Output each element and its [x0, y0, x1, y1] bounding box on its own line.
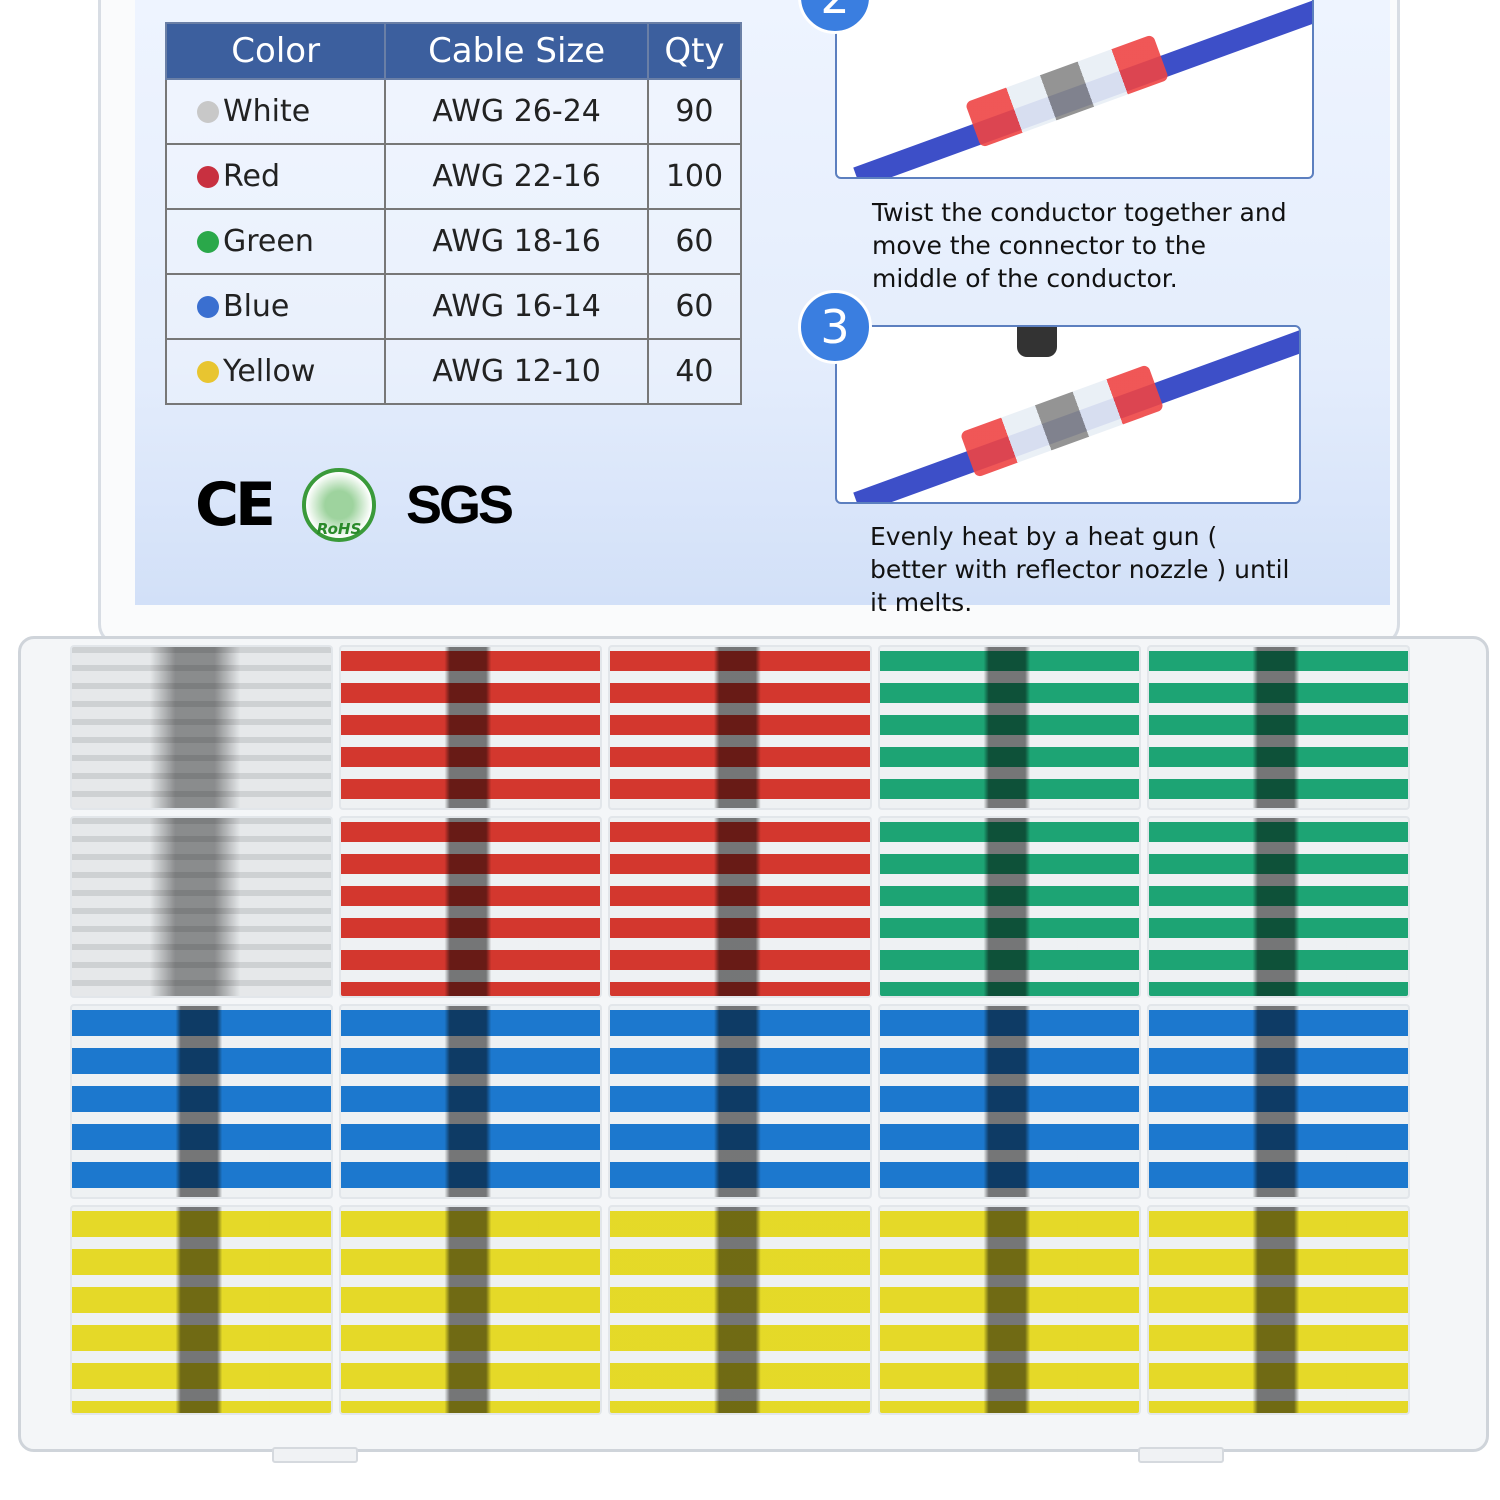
tray-compartments — [70, 645, 1410, 1415]
color-label: Blue — [223, 289, 290, 324]
qty-cell: 90 — [646, 78, 743, 145]
color-dot-icon — [197, 101, 219, 123]
qty-cell: 40 — [646, 338, 743, 405]
compartment — [877, 1205, 1141, 1415]
color-dot-icon — [197, 231, 219, 253]
compartment — [70, 816, 334, 998]
cable-size-cell: AWG 18-16 — [384, 208, 649, 275]
step-2-diagram — [835, 0, 1314, 179]
compartment — [339, 1205, 603, 1415]
compartment — [608, 1004, 872, 1199]
compartment — [339, 645, 603, 810]
sgs-logo: SGS — [406, 475, 514, 535]
compartment — [339, 816, 603, 998]
cable-size-cell: AWG 12-10 — [384, 338, 649, 405]
compartment — [339, 1004, 603, 1199]
qty-cell: 100 — [646, 143, 743, 210]
compartment — [70, 1205, 334, 1415]
table-row: Blue AWG 16-14 60 — [164, 273, 743, 340]
tray-latch-left — [272, 1447, 358, 1463]
certification-logos: CE RoHS SGS — [195, 468, 514, 542]
step-3-caption: Evenly heat by a heat gun ( better with … — [870, 522, 1290, 617]
header-color: Color — [164, 22, 387, 80]
heat-gun-icon — [1017, 327, 1057, 357]
compartment — [70, 1004, 334, 1199]
compartment — [877, 1004, 1141, 1199]
color-label: White — [223, 94, 311, 129]
table-header: Color Cable Size Qty — [164, 22, 743, 80]
color-cell: White — [164, 78, 387, 145]
color-cell: Yellow — [164, 338, 387, 405]
color-cell: Green — [164, 208, 387, 275]
cable-size-cell: AWG 26-24 — [384, 78, 649, 145]
rohs-logo: RoHS — [302, 468, 377, 542]
color-dot-icon — [197, 296, 219, 318]
color-cell: Red — [164, 143, 387, 210]
table-row: Yellow AWG 12-10 40 — [164, 338, 743, 405]
ce-logo: CE — [195, 470, 276, 540]
header-qty: Qty — [646, 22, 743, 80]
color-dot-icon — [197, 361, 219, 383]
color-dot-icon — [197, 166, 219, 188]
cable-size-cell: AWG 22-16 — [384, 143, 649, 210]
table-row: Green AWG 18-16 60 — [164, 208, 743, 275]
step-3-badge: 3 — [798, 290, 872, 364]
tray-latch-right — [1138, 1447, 1224, 1463]
connector — [964, 34, 1170, 148]
color-label: Yellow — [223, 354, 316, 389]
connector — [959, 364, 1165, 478]
compartment — [1146, 1205, 1410, 1415]
step-3-diagram — [835, 325, 1301, 504]
qty-cell: 60 — [646, 273, 743, 340]
compartment — [1146, 1004, 1410, 1199]
table-row: White AWG 26-24 90 — [164, 78, 743, 145]
spec-table: Color Cable Size Qty White AWG 26-24 90 Red… — [164, 22, 743, 405]
compartment — [70, 645, 334, 810]
compartment — [877, 645, 1141, 810]
qty-cell: 60 — [646, 208, 743, 275]
compartment — [608, 1205, 872, 1415]
step-2-caption: Twist the conductor together and move th… — [872, 198, 1287, 293]
compartment — [608, 816, 872, 998]
cable-size-cell: AWG 16-14 — [384, 273, 649, 340]
color-label: Red — [223, 159, 280, 194]
compartment — [1146, 816, 1410, 998]
header-cable-size: Cable Size — [384, 22, 649, 80]
compartment — [1146, 645, 1410, 810]
compartment — [608, 645, 872, 810]
color-label: Green — [223, 224, 314, 259]
compartment — [877, 816, 1141, 998]
table-row: Red AWG 22-16 100 — [164, 143, 743, 210]
color-cell: Blue — [164, 273, 387, 340]
